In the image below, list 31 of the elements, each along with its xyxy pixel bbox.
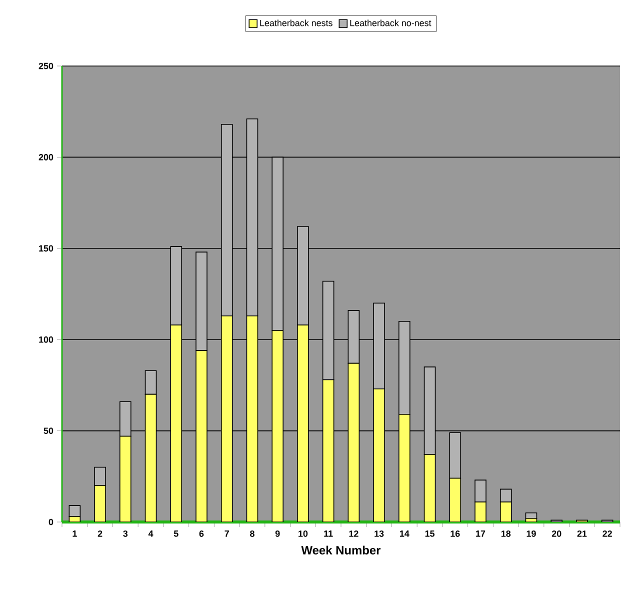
x-tick-label: 21: [577, 530, 587, 537]
y-tick-label: 0: [48, 518, 54, 526]
x-tick-label: 22: [602, 530, 612, 537]
x-axis-title: Week Number: [301, 546, 381, 554]
x-tick-label: 18: [501, 530, 511, 537]
x-tick-label: 13: [374, 530, 384, 537]
x-tick-label: 11: [324, 530, 333, 537]
y-tick-label: 250: [38, 62, 54, 70]
y-tick-label: 100: [39, 336, 54, 343]
x-tick-label: 4: [148, 530, 154, 537]
x-tick-label: 9: [275, 530, 280, 537]
x-tick-label: 8: [250, 530, 254, 537]
x-tick-label: 1: [72, 530, 77, 537]
y-tick-label: 150: [39, 245, 54, 252]
x-tick-label: 17: [476, 530, 486, 537]
y-tick-label: 200: [38, 154, 54, 160]
legend-label: Leatherback nests: [260, 20, 332, 26]
x-tick-label: 5: [174, 530, 178, 537]
x-tick-label: 7: [224, 530, 229, 537]
legend-label: Leatherback no-nest: [350, 20, 432, 26]
x-tick-label: 16: [450, 530, 460, 537]
y-tick-label: 50: [44, 428, 54, 434]
x-tick-label: 14: [400, 530, 410, 537]
x-tick-label: 10: [298, 530, 308, 537]
x-tick-label: 12: [349, 530, 358, 537]
x-tick-label: 6: [199, 530, 204, 537]
x-tick-label: 15: [425, 530, 435, 537]
x-tick-label: 2: [98, 530, 102, 537]
x-tick-label: 19: [526, 530, 536, 537]
x-tick-label: 3: [123, 530, 128, 537]
x-tick-label: 20: [552, 530, 562, 537]
